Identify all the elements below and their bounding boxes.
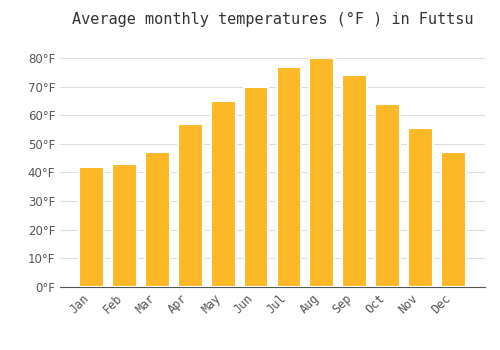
Bar xyxy=(408,128,433,287)
Bar xyxy=(441,152,466,287)
Bar xyxy=(80,167,104,287)
Bar xyxy=(276,66,301,287)
Title: Average monthly temperatures (°F ) in Futtsu: Average monthly temperatures (°F ) in Fu… xyxy=(72,12,473,27)
Bar xyxy=(112,164,137,287)
Bar xyxy=(178,124,203,287)
Bar xyxy=(310,58,334,287)
Bar xyxy=(145,152,170,287)
Bar xyxy=(342,75,367,287)
Bar xyxy=(211,101,236,287)
Bar xyxy=(376,104,400,287)
Bar xyxy=(244,86,268,287)
